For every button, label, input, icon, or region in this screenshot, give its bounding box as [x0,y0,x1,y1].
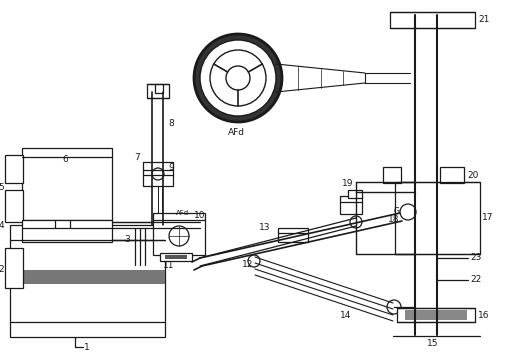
Text: 18: 18 [387,215,399,225]
Text: 3: 3 [124,235,130,245]
Text: 21: 21 [478,15,489,25]
Bar [155,84,163,93]
Text: 7: 7 [134,152,140,162]
Text: AFd: AFd [228,128,244,137]
Circle shape [152,168,164,180]
Bar [278,228,308,242]
Text: 5: 5 [0,183,4,193]
Circle shape [169,226,189,246]
Bar [440,167,464,183]
Circle shape [226,66,250,90]
Text: 20: 20 [467,170,478,180]
Bar [147,84,169,98]
Bar [143,162,173,186]
Circle shape [248,255,260,267]
Circle shape [194,34,282,122]
Text: 23: 23 [470,253,482,263]
Bar [405,310,467,320]
Bar [153,213,205,255]
Text: 17: 17 [482,214,493,222]
Bar [395,182,480,254]
Text: 10: 10 [194,212,205,220]
Text: 1: 1 [84,342,90,352]
Text: 4: 4 [0,220,4,230]
Circle shape [400,204,416,220]
Text: 13: 13 [258,224,270,233]
Bar [397,308,475,322]
Text: AFd: AFd [176,210,189,216]
Bar [160,253,192,261]
Circle shape [350,216,362,228]
Circle shape [210,50,266,106]
Text: 8: 8 [168,119,174,127]
Circle shape [387,300,401,314]
Text: 2: 2 [0,265,4,275]
Bar [383,167,401,183]
Bar [5,248,23,288]
Bar [5,190,23,222]
Bar [348,190,362,198]
Bar [22,148,112,220]
Text: 22: 22 [470,276,481,284]
Text: 9: 9 [168,163,174,172]
Text: 14: 14 [340,310,352,320]
Bar [22,220,112,242]
Text: 6: 6 [62,156,68,164]
Bar [390,12,475,28]
Text: 16: 16 [478,310,489,320]
Text: 12: 12 [242,260,253,269]
Text: G: G [394,207,400,216]
Circle shape [200,40,276,116]
Bar [10,225,165,337]
Bar [10,270,165,284]
Text: 15: 15 [427,339,439,348]
Bar [340,196,362,214]
Bar [165,255,187,259]
Text: 19: 19 [342,179,354,188]
Text: 11: 11 [163,260,175,270]
Bar [5,155,23,183]
